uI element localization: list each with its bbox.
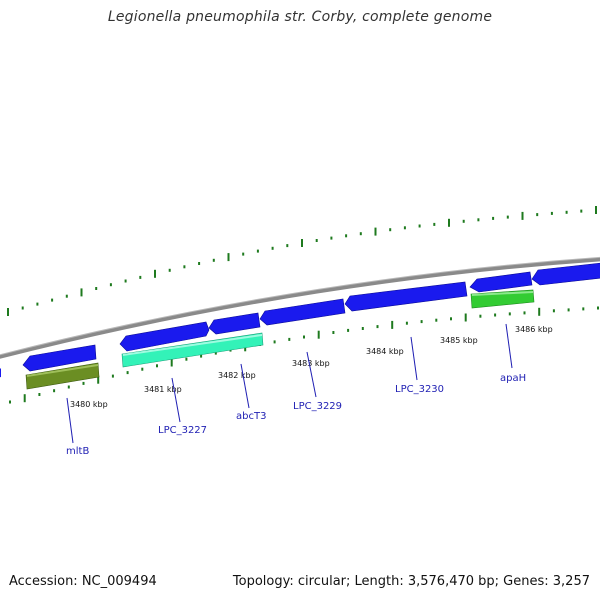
rna-feature-green-highlight — [472, 291, 533, 296]
rna-feature-mint-highlight — [123, 334, 262, 356]
gene-label-apah[interactable]: apaH — [500, 373, 526, 384]
leader-line-mltb — [66, 397, 74, 444]
genome-backbone — [0, 257, 600, 359]
leader-line-lpc-3227 — [171, 377, 181, 423]
rna-feature-olive-highlight — [27, 364, 98, 377]
leader-line-apah — [505, 323, 513, 369]
gene-feature-mltb[interactable] — [22, 344, 97, 372]
map-title: Legionella pneumophila str. Corby, compl… — [107, 9, 493, 25]
accession-text: Accession: NC_009494 — [9, 574, 157, 589]
gene-label-lpc-3229[interactable]: LPC_3229 — [293, 401, 342, 412]
kbp-tick-label: 3482 kbp — [218, 371, 256, 380]
gene-feature-edge[interactable] — [0, 368, 1, 378]
genome-summary-text: Topology: circular; Length: 3,576,470 bp… — [232, 574, 590, 589]
gene-feature-lpc-3230[interactable] — [344, 281, 468, 312]
leader-line-lpc-3229 — [306, 351, 317, 398]
kbp-tick-label: 3480 kbp — [70, 400, 108, 409]
kbp-tick-label: 3484 kbp — [366, 347, 404, 356]
rna-feature-mint[interactable] — [121, 332, 264, 368]
gene-feature-lpc-3229[interactable] — [259, 298, 346, 326]
leader-line-abct3 — [240, 363, 250, 409]
gene-feature-abct3[interactable] — [208, 312, 261, 335]
kbp-tick-label: 3486 kbp — [515, 325, 553, 334]
rna-feature-olive[interactable] — [25, 362, 100, 390]
leader-line-lpc-3230 — [410, 336, 418, 381]
gene-label-abct3[interactable]: abcT3 — [236, 411, 266, 422]
kbp-tick-label: 3483 kbp — [292, 359, 330, 368]
gene-feature-lpc-3227[interactable] — [119, 321, 210, 352]
gene-feature-right[interactable] — [531, 262, 600, 286]
gene-label-lpc-3230[interactable]: LPC_3230 — [395, 384, 444, 395]
gene-leader-lines — [66, 323, 513, 444]
outer-tick-ring — [7, 206, 597, 316]
gene-feature-apah[interactable] — [469, 271, 533, 293]
kbp-tick-label: 3481 kbp — [144, 385, 182, 394]
kbp-tick-label: 3485 kbp — [440, 336, 478, 345]
genome-backbone-highlight — [0, 256, 600, 356]
gene-label-mltb[interactable]: mltB — [66, 446, 89, 457]
gene-label-lpc-3227[interactable]: LPC_3227 — [158, 425, 207, 436]
